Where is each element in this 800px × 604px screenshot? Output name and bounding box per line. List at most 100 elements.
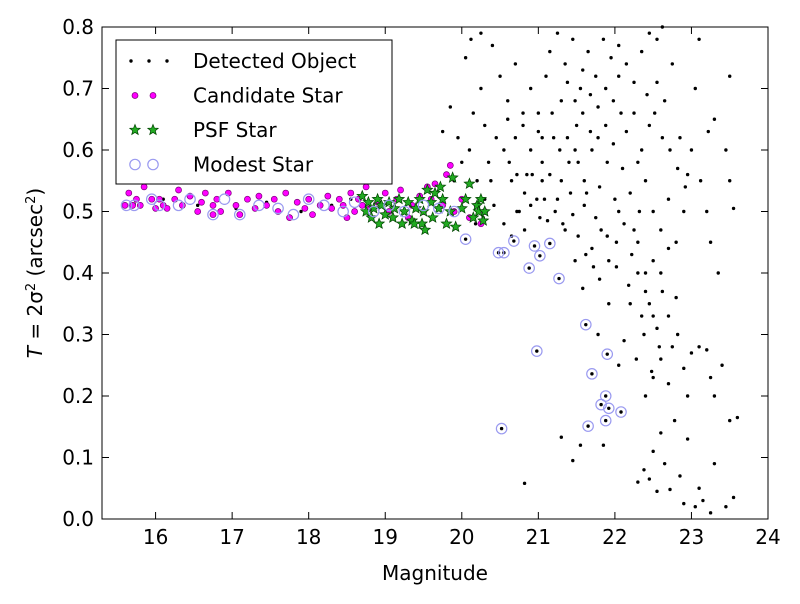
modest-star-point xyxy=(184,193,196,205)
candidate-star-point xyxy=(209,211,217,218)
legend-box xyxy=(115,39,393,185)
detected-object-point xyxy=(605,352,609,356)
modest-star-point xyxy=(599,414,612,427)
detected-object-point xyxy=(479,31,483,35)
legend-marker-psf xyxy=(128,123,142,136)
psf-star-point xyxy=(371,192,384,205)
psf-star-point xyxy=(356,189,369,202)
detected-object-point xyxy=(515,209,519,214)
x-tick-label: 19 xyxy=(373,525,398,549)
candidate-star-point xyxy=(293,198,301,206)
detected-object-point xyxy=(685,394,690,398)
psf-star-point xyxy=(459,192,472,205)
detected-object-point xyxy=(607,406,611,410)
detected-object-point xyxy=(597,185,602,189)
detected-object-point xyxy=(617,74,621,78)
detected-object-point xyxy=(604,394,608,398)
detected-object-point xyxy=(601,443,606,447)
detected-object-point xyxy=(670,62,675,66)
detected-object-point xyxy=(492,203,496,208)
detected-object-point xyxy=(513,62,518,66)
detected-object-point xyxy=(604,418,608,423)
detected-object-point xyxy=(605,160,609,164)
detected-object-point xyxy=(614,240,619,244)
detected-object-point xyxy=(712,394,717,398)
candidate-star-point xyxy=(209,202,217,209)
detected-object-point xyxy=(683,185,688,189)
modest-star-point xyxy=(398,205,411,218)
modest-star-point xyxy=(531,345,543,357)
x-tick-label: 21 xyxy=(526,525,551,549)
detected-object-point xyxy=(642,468,646,472)
detected-object-point xyxy=(494,136,498,140)
detected-object-point xyxy=(581,111,585,115)
detected-object-point xyxy=(674,295,678,300)
detected-object-point xyxy=(555,197,560,201)
detected-object-point xyxy=(697,345,701,349)
detected-object-point xyxy=(563,62,567,66)
detected-object-point xyxy=(647,477,652,481)
detected-object-point xyxy=(578,86,583,91)
detected-object-point xyxy=(571,37,575,41)
modest-star-point xyxy=(145,193,158,205)
detected-object-point xyxy=(558,148,562,152)
modest-star-point xyxy=(508,235,520,247)
y-tick-label: 0.0 xyxy=(62,507,94,531)
detected-object-point xyxy=(456,136,460,140)
detected-object-point xyxy=(502,148,506,152)
detected-object-point xyxy=(624,129,629,134)
psf-star-point xyxy=(379,208,392,220)
detected-object-point xyxy=(620,166,625,171)
psf-star-point xyxy=(467,211,480,223)
modest-star-point xyxy=(367,205,380,218)
legend-label: Candidate Star xyxy=(193,84,343,108)
detected-object-point xyxy=(548,241,552,246)
detected-object-point xyxy=(490,43,495,48)
detected-object-point xyxy=(712,461,717,466)
detected-object-point xyxy=(634,357,639,361)
detected-object-point xyxy=(591,265,596,269)
detected-object-point xyxy=(448,105,453,109)
psf-star-point xyxy=(418,223,432,236)
detected-object-point xyxy=(489,179,493,183)
detected-object-point xyxy=(668,487,672,492)
detected-object-point xyxy=(609,56,613,60)
detected-object-point xyxy=(678,474,682,478)
candidate-star-point xyxy=(255,192,263,200)
candidate-star-point xyxy=(397,186,404,194)
detected-object-point xyxy=(548,49,552,54)
detected-object-point xyxy=(632,228,636,232)
detected-object-point xyxy=(697,486,701,490)
detected-object-point xyxy=(628,191,632,195)
modest-star-point xyxy=(459,233,472,245)
modest-star-point xyxy=(615,406,627,418)
detected-object-point xyxy=(643,179,648,183)
detected-object-point xyxy=(626,283,631,287)
psf-star-point xyxy=(478,205,491,217)
detected-object-point xyxy=(584,191,589,195)
modest-star-point xyxy=(417,199,430,212)
detected-object-point xyxy=(473,222,478,226)
detected-object-point xyxy=(499,426,504,431)
detected-object-point xyxy=(659,357,663,361)
y-tick-label: 0.1 xyxy=(62,446,94,470)
detected-object-point xyxy=(622,222,626,226)
y-axis-label: T = 2σ2 (arcsec2) xyxy=(23,188,47,358)
detected-object-point xyxy=(545,219,550,223)
modest-star-point xyxy=(318,199,330,212)
detected-object-point xyxy=(528,148,533,152)
candidate-star-point xyxy=(446,162,454,169)
detected-object-point xyxy=(557,276,561,281)
detected-object-point xyxy=(571,212,575,217)
detected-object-point xyxy=(599,402,603,407)
detected-object-point xyxy=(463,237,468,241)
detected-object-point xyxy=(639,314,644,318)
detected-object-point xyxy=(649,369,654,374)
detected-object-point xyxy=(607,302,611,306)
detected-object-point xyxy=(698,179,703,183)
detected-object-point xyxy=(619,111,623,115)
detected-object-point xyxy=(636,480,640,484)
detected-object-point xyxy=(666,246,671,251)
detected-object-point xyxy=(586,424,590,428)
